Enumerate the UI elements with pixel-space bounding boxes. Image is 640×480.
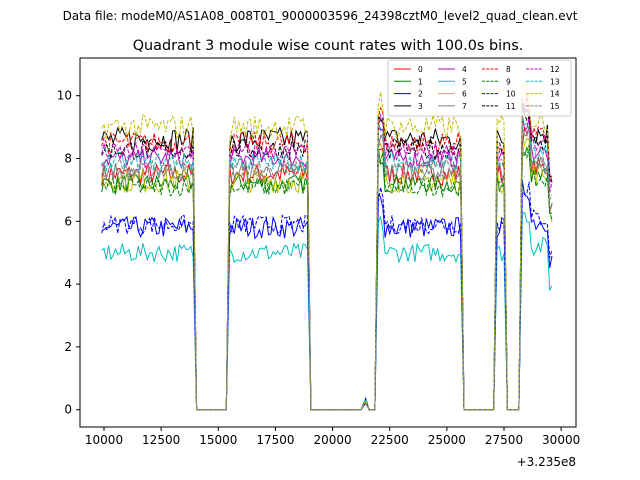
series-line-1 (101, 146, 553, 411)
y-tick-label: 2 (64, 340, 72, 354)
series-line-10 (101, 181, 553, 411)
legend-label-1: 1 (418, 77, 423, 86)
legend-box (387, 59, 572, 117)
x-tick-label: 12500 (142, 433, 180, 447)
x-tick-label: 15000 (199, 433, 237, 447)
series-line-15 (101, 127, 553, 411)
series-line-7 (101, 125, 553, 411)
x-tick-label: 25000 (428, 433, 466, 447)
series-line-2 (101, 179, 553, 411)
series-line-14 (101, 80, 553, 411)
series-line-3 (101, 104, 553, 411)
legend-label-14: 14 (550, 90, 560, 99)
legend-label-5: 5 (462, 77, 467, 86)
legend-label-8: 8 (506, 65, 511, 74)
legend-label-12: 12 (550, 65, 560, 74)
figure-suptitle: Data file: modeM0/AS1A08_008T01_90000035… (63, 9, 578, 23)
x-tick-label: 10000 (85, 433, 123, 447)
series-line-0 (101, 127, 553, 411)
legend-label-10: 10 (506, 90, 516, 99)
legend-label-3: 3 (418, 102, 423, 111)
series-line-8 (101, 94, 553, 411)
series-layer (101, 80, 553, 411)
x-tick-label: 27500 (485, 433, 523, 447)
legend-label-7: 7 (462, 102, 467, 111)
x-tick-label: 20000 (313, 433, 351, 447)
y-tick-label: 4 (64, 277, 72, 291)
legend-label-11: 11 (506, 102, 516, 111)
legend-label-2: 2 (418, 90, 423, 99)
x-tick-label: 22500 (371, 433, 409, 447)
legend-label-13: 13 (550, 77, 560, 86)
x-axis: 10000 12500 15000 17500 20000 22500 25000 27500… (85, 427, 580, 447)
y-tick-label: 8 (64, 151, 72, 165)
legend-label-0: 0 (418, 65, 423, 74)
legend-label-9: 9 (506, 77, 511, 86)
y-axis: 0 2 4 6 8 10 (57, 89, 80, 417)
axes-frame (79, 57, 577, 428)
series-line-13 (101, 115, 553, 411)
x-tick-label: 17500 (256, 433, 294, 447)
x-tick-label: 30000 (542, 433, 580, 447)
y-tick-label: 0 (64, 403, 72, 417)
series-line-9 (101, 144, 553, 411)
series-line-5 (101, 211, 553, 411)
legend-label-6: 6 (462, 90, 467, 99)
y-tick-label: 6 (64, 214, 72, 228)
legend-label-4: 4 (462, 65, 467, 74)
y-tick-label: 10 (57, 89, 72, 103)
x-axis-offset-label: +3.235e8 (517, 455, 576, 469)
legend-label-15: 15 (550, 102, 560, 111)
chart-title: Quadrant 3 module wise count rates with … (133, 38, 524, 54)
series-line-12 (101, 106, 553, 411)
